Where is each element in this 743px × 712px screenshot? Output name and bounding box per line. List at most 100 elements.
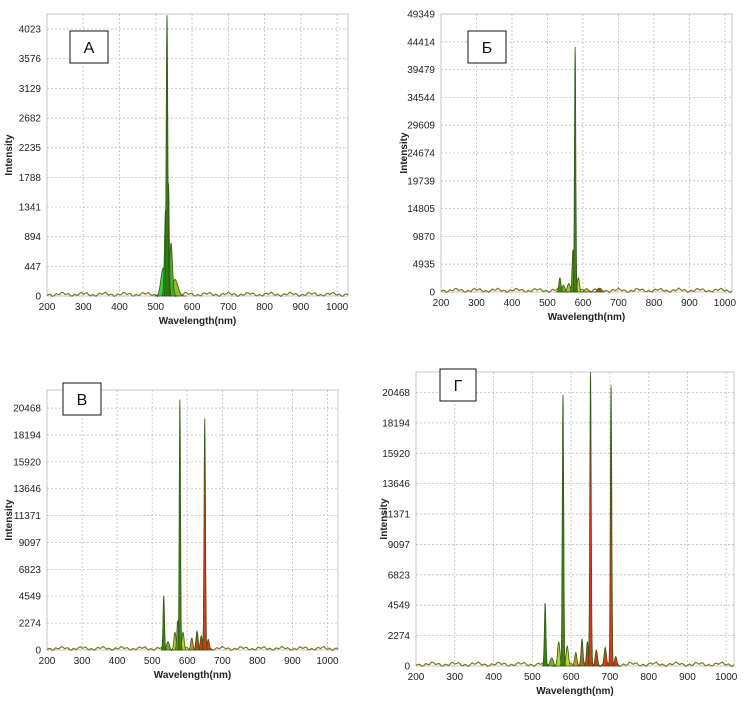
x-tick-label: 800 xyxy=(249,656,266,667)
panel-letter-box xyxy=(467,30,507,64)
spectrum-peak-579 xyxy=(559,394,567,667)
x-tick-label: 800 xyxy=(256,302,273,313)
y-tick-label: 11371 xyxy=(14,511,42,522)
x-tick-label: 900 xyxy=(284,656,301,667)
x-tick-label: 400 xyxy=(485,672,502,683)
y-tick-label: 0 xyxy=(35,646,41,657)
x-axis-label: Wavelength(nm) xyxy=(154,670,231,681)
x-tick-label: 700 xyxy=(610,298,627,309)
y-tick-label: 15920 xyxy=(382,449,410,460)
x-tick-label: 700 xyxy=(220,302,237,313)
x-tick-label: 1000 xyxy=(715,672,738,683)
spectrum-chart-v: 200 300 400 500 600 700 800 900 1000 0 2274 4549 682… xyxy=(4,382,339,681)
y-tick-label: 4549 xyxy=(388,601,411,612)
x-tick-label: 200 xyxy=(39,656,56,667)
y-tick-label: 6823 xyxy=(388,570,411,581)
spectrum-peak-579 xyxy=(177,399,184,651)
x-tick-label: 1000 xyxy=(326,302,349,313)
y-tick-label: 39479 xyxy=(407,65,435,76)
y-tick-label: 447 xyxy=(24,262,41,273)
y-tick-label: 19739 xyxy=(407,176,435,187)
x-tick-label: 200 xyxy=(433,298,450,309)
chart-panel-g: 200 300 400 500 600 700 800 900 1000 0 2274 4549 682… xyxy=(375,360,743,707)
chart-panel-b: 200 300 400 500 600 700 800 900 1000 0 4935 9870 148… xyxy=(395,0,743,330)
spectrum-peak-645 xyxy=(593,287,605,293)
y-tick-label: 1341 xyxy=(19,203,42,214)
y-tick-label: 18194 xyxy=(382,418,410,429)
spectrum-peak-628 xyxy=(578,637,586,667)
y-axis-label: Intensity xyxy=(399,132,410,174)
y-tick-label: 1788 xyxy=(19,173,42,184)
y-tick-label: 18194 xyxy=(13,430,41,441)
y-tick-label: 4549 xyxy=(19,592,42,603)
y-tick-label: 0 xyxy=(429,288,435,299)
y-tick-label: 2274 xyxy=(19,619,42,630)
x-tick-label: 900 xyxy=(679,672,696,683)
x-tick-label: 300 xyxy=(75,302,92,313)
panel-letter: A xyxy=(84,40,95,57)
panel-letter-box xyxy=(439,368,477,402)
spectrum-chart-a: 200 300 400 500 600 700 800 900 1000 0 447 894 1341 1… xyxy=(4,13,349,327)
y-tick-label: 15920 xyxy=(13,457,41,468)
y-tick-label: 4935 xyxy=(413,260,436,271)
y-tick-label: 49349 xyxy=(407,10,435,21)
y-tick-label: 0 xyxy=(35,292,41,303)
y-axis-label: Intensity xyxy=(379,498,390,540)
y-tick-label: 29609 xyxy=(407,121,435,132)
x-tick-label: 700 xyxy=(602,672,619,683)
x-tick-label: 300 xyxy=(468,298,485,309)
x-tick-label: 700 xyxy=(214,656,231,667)
x-tick-label: 400 xyxy=(109,656,126,667)
y-tick-label: 13646 xyxy=(13,484,41,495)
spectrum-peak-628 xyxy=(192,630,202,651)
x-tick-label: 600 xyxy=(184,302,201,313)
spectrum-peak-703 xyxy=(607,385,615,667)
baseline-trace xyxy=(46,291,349,298)
x-axis-label: Wavelength(nm) xyxy=(536,686,613,697)
y-tick-label: 44414 xyxy=(407,37,435,48)
y-tick-label: 4023 xyxy=(19,25,42,36)
spectrum-peak-650 xyxy=(587,371,595,667)
x-tick-label: 800 xyxy=(646,298,663,309)
y-tick-label: 3576 xyxy=(19,54,42,65)
y-tick-label: 9870 xyxy=(413,232,436,243)
x-tick-label: 600 xyxy=(575,298,592,309)
chart-panel-a: 200 300 400 500 600 700 800 900 1000 0 447 894 1341 1… xyxy=(0,0,360,330)
y-tick-label: 20468 xyxy=(13,404,41,415)
y-tick-label: 894 xyxy=(24,232,41,243)
y-tick-label: 3129 xyxy=(19,84,42,95)
x-tick-label: 200 xyxy=(39,302,56,313)
spectrum-peak-531 xyxy=(163,15,171,297)
x-axis-label: Wavelength(nm) xyxy=(159,316,236,327)
y-tick-label: 9097 xyxy=(388,540,411,551)
panel-letter-box xyxy=(62,382,102,416)
x-tick-label: 300 xyxy=(74,656,91,667)
panel-letter: В xyxy=(77,392,88,409)
spectrum-peak-533 xyxy=(160,595,167,651)
panel-letter: Б xyxy=(482,40,493,57)
x-tick-label: 600 xyxy=(179,656,196,667)
x-tick-label: 400 xyxy=(504,298,521,309)
x-tick-label: 500 xyxy=(539,298,556,309)
x-tick-label: 300 xyxy=(446,672,463,683)
spectrum-peak-578 xyxy=(572,46,579,293)
x-tick-label: 1000 xyxy=(714,298,737,309)
spectrum-chart-g: 200 300 400 500 600 700 800 900 1000 0 2274 4549 682… xyxy=(379,368,738,697)
y-axis-label: Intensity xyxy=(4,499,15,541)
y-tick-label: 0 xyxy=(404,662,410,673)
y-tick-label: 9097 xyxy=(19,538,42,549)
x-tick-label: 500 xyxy=(144,656,161,667)
panel-letter: Г xyxy=(454,378,463,395)
y-tick-label: 34544 xyxy=(407,93,435,104)
spectrum-peak-535 xyxy=(555,277,565,293)
y-tick-label: 13646 xyxy=(382,479,410,490)
plot-area xyxy=(46,389,339,651)
y-tick-label: 11371 xyxy=(383,510,411,521)
panel-letter-box xyxy=(69,30,109,64)
y-tick-label: 2682 xyxy=(19,114,42,125)
x-tick-label: 800 xyxy=(640,672,657,683)
spectrum-peak-650 xyxy=(201,418,208,651)
x-tick-label: 500 xyxy=(524,672,541,683)
y-tick-label: 2235 xyxy=(19,143,42,154)
chart-panel-v: 200 300 400 500 600 700 800 900 1000 0 2274 4549 682… xyxy=(0,360,350,707)
